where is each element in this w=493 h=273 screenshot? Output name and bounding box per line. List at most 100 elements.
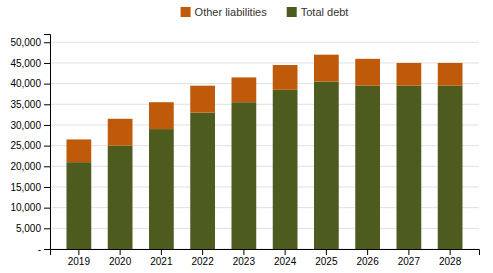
legend-item: Total debt [287, 6, 349, 18]
bar [232, 102, 257, 249]
x-tick-mark [450, 249, 451, 255]
y-tick-label: 40,000 [10, 78, 41, 89]
x-tick-label: 2027 [398, 256, 421, 267]
bar [397, 63, 422, 86]
y-tick-label: 30,000 [10, 120, 41, 131]
y-tick-label: 35,000 [10, 99, 41, 110]
x-tick-mark [243, 249, 244, 255]
bar [314, 55, 339, 82]
y-tick: 45,000 [10, 58, 50, 69]
y-tick-mark [44, 187, 50, 188]
x-tick-label: 2022 [192, 256, 215, 267]
x-tick-label: 2019 [68, 256, 91, 267]
bar [438, 86, 463, 249]
x-tick-label: 2020 [109, 256, 132, 267]
bar [397, 86, 422, 249]
y-tick-label: 10,000 [10, 202, 41, 213]
series [67, 55, 463, 163]
x-tick-label: 2028 [439, 256, 462, 267]
y-tick: 15,000 [10, 182, 50, 193]
y-tick: 50,000 [10, 37, 50, 48]
y-tick-mark [44, 42, 50, 43]
x-tick-mark [326, 249, 327, 255]
legend: Other liabilities Total debt [181, 6, 349, 18]
bar [149, 102, 174, 129]
y-axis-line [44, 35, 51, 250]
y-axis: - 5,000 10,000 15,000 20,000 25,000 30,000 35,0… [10, 35, 50, 255]
x-tick-mark [408, 249, 409, 255]
x-axis-line [51, 250, 480, 256]
x-axis: 2019 2020 2021 2022 2023 2024 2025 2026 2027 2028 [51, 249, 480, 267]
y-tick-mark [44, 146, 50, 147]
x-tick-label: 2026 [357, 256, 380, 267]
y-tick-label: - [38, 244, 41, 255]
bar [438, 63, 463, 86]
y-tick-label: 15,000 [10, 182, 41, 193]
y-tick: 5,000 [16, 223, 50, 234]
x-tick-label: 2024 [274, 256, 297, 267]
y-tick: 20,000 [10, 161, 50, 172]
y-tick-mark [44, 125, 50, 126]
x-tick: 2019 [68, 249, 91, 267]
y-tick-label: 50,000 [10, 37, 41, 48]
y-tick: 10,000 [10, 202, 50, 213]
x-tick: 2026 [357, 249, 380, 267]
grid [50, 42, 479, 249]
x-tick: 2021 [150, 249, 173, 267]
y-tick: 30,000 [10, 120, 50, 131]
bar [273, 90, 298, 249]
x-tick: 2024 [274, 249, 297, 267]
x-tick: 2020 [109, 249, 132, 267]
y-tick: - [38, 244, 50, 255]
x-tick: 2025 [315, 249, 338, 267]
chart: 2019 2020 2021 2022 2023 2024 2025 2026 2027 2028… [0, 0, 493, 273]
x-tick: 2027 [398, 249, 421, 267]
y-tick-label: 45,000 [10, 58, 41, 69]
x-tick-label: 2025 [315, 256, 338, 267]
y-tick-label: 5,000 [16, 223, 41, 234]
x-tick-mark [367, 249, 368, 255]
bar [67, 162, 92, 249]
legend-label: Total debt [301, 6, 349, 18]
series [67, 82, 463, 249]
y-tick-mark [44, 84, 50, 85]
legend-swatch [181, 7, 191, 17]
x-tick-mark [161, 249, 162, 255]
bar [108, 146, 133, 249]
x-tick-label: 2021 [150, 256, 173, 267]
x-tick: 2022 [192, 249, 215, 267]
bar [355, 59, 380, 86]
y-tick: 25,000 [10, 140, 50, 151]
bar [149, 129, 174, 249]
bars [67, 55, 463, 249]
x-tick-mark [78, 249, 79, 255]
bar [190, 113, 215, 249]
bar [190, 86, 215, 113]
bar [273, 65, 298, 90]
y-tick: 35,000 [10, 99, 50, 110]
x-tick: 2023 [233, 249, 256, 267]
x-tick-mark [202, 249, 203, 255]
y-tick-mark [44, 63, 50, 64]
y-tick-mark [44, 228, 50, 229]
plot: 2019 2020 2021 2022 2023 2024 2025 2026 2027 2028… [10, 35, 479, 268]
grid-line [50, 42, 479, 43]
x-tick-mark [120, 249, 121, 255]
y-tick-mark [44, 104, 50, 105]
y-tick-label: 25,000 [10, 140, 41, 151]
y-tick-mark [44, 166, 50, 167]
bar [67, 139, 92, 162]
legend-label: Other liabilities [195, 6, 268, 18]
y-tick: 40,000 [10, 78, 50, 89]
x-tick: 2028 [439, 249, 462, 267]
x-tick-mark [285, 249, 286, 255]
y-tick-mark [44, 208, 50, 209]
y-tick-label: 20,000 [10, 161, 41, 172]
bar [355, 86, 380, 249]
bar [314, 82, 339, 249]
bar [232, 77, 257, 102]
x-tick-label: 2023 [233, 256, 256, 267]
legend-item: Other liabilities [181, 6, 268, 18]
y-tick-mark [44, 249, 50, 250]
legend-swatch [287, 7, 297, 17]
